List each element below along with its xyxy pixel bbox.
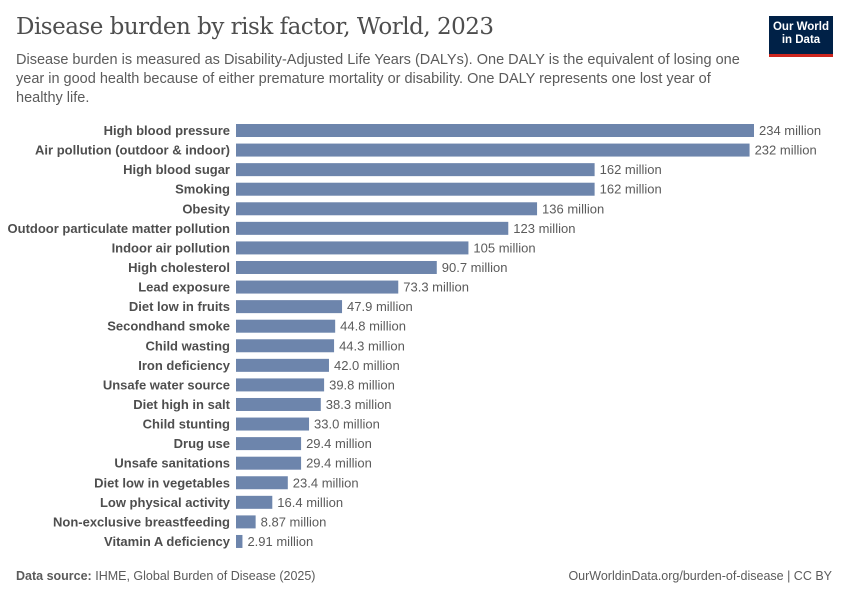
bar-row[interactable]: Unsafe sanitations 29.4 million	[114, 456, 371, 471]
category-label: High blood pressure	[104, 123, 230, 138]
category-label: Obesity	[182, 201, 230, 216]
category-label: Unsafe sanitations	[114, 456, 230, 471]
bar-row[interactable]: Obesity 136 million	[182, 201, 604, 216]
bar-row[interactable]: High cholesterol 90.7 million	[128, 260, 507, 275]
value-label: 8.87 million	[261, 514, 327, 529]
category-label: Air pollution (outdoor & indoor)	[35, 143, 230, 158]
category-label: Iron deficiency	[138, 358, 231, 373]
category-label: Outdoor particulate matter pollution	[8, 221, 231, 236]
value-label: 29.4 million	[306, 436, 372, 451]
bar[interactable]	[236, 339, 335, 353]
bar-row[interactable]: Indoor air pollution 105 million	[112, 240, 536, 255]
bar-row[interactable]: Diet low in vegetables 23.4 million	[94, 475, 358, 490]
bar[interactable]	[236, 143, 750, 157]
bar-row[interactable]: Diet high in salt 38.3 million	[133, 397, 391, 412]
logo-text: Our World in Data	[772, 21, 829, 46]
source-label: Data source:	[16, 569, 92, 583]
category-label: Unsafe water source	[103, 377, 230, 392]
bar-row[interactable]: Diet low in fruits 47.9 million	[129, 299, 413, 314]
bar[interactable]	[236, 378, 325, 392]
bar[interactable]	[236, 437, 302, 451]
bar[interactable]	[236, 417, 310, 431]
category-label: Diet high in salt	[133, 397, 230, 412]
bar[interactable]	[236, 221, 509, 235]
value-label: 47.9 million	[347, 299, 413, 314]
bar-row[interactable]: Smoking 162 million	[175, 182, 662, 197]
bar-row[interactable]: Iron deficiency 42.0 million	[138, 358, 399, 373]
bar-row[interactable]: Air pollution (outdoor & indoor) 232 mill…	[35, 143, 817, 158]
bar[interactable]	[236, 319, 336, 333]
value-label: 16.4 million	[277, 495, 343, 510]
value-label: 232 million	[755, 143, 817, 158]
source-text[interactable]: IHME, Global Burden of Disease (2025)	[95, 569, 316, 583]
value-label: 44.3 million	[339, 338, 405, 353]
bar[interactable]	[236, 515, 256, 529]
value-label: 162 million	[600, 182, 662, 197]
bar[interactable]	[236, 260, 437, 274]
bar-chart: High blood pressure 234 million Air pollut…	[8, 123, 822, 549]
bar-row[interactable]: Secondhand smoke 44.8 million	[107, 319, 406, 334]
bar[interactable]	[236, 476, 288, 490]
bar-row[interactable]: Non-exclusive breastfeeding 8.87 million	[53, 514, 326, 529]
data-source: Data source: IHME, Global Burden of Dise…	[16, 569, 315, 583]
value-label: 44.8 million	[340, 319, 406, 334]
bar[interactable]	[236, 163, 595, 177]
category-label: Indoor air pollution	[112, 240, 230, 255]
category-label: Smoking	[175, 182, 230, 197]
value-label: 73.3 million	[403, 280, 469, 295]
category-label: Non-exclusive breastfeeding	[53, 514, 230, 529]
bar-row[interactable]: Unsafe water source 39.8 million	[103, 377, 395, 392]
category-label: Drug use	[174, 436, 230, 451]
bar[interactable]	[236, 456, 302, 470]
value-label: 234 million	[759, 123, 821, 138]
bar[interactable]	[236, 495, 273, 509]
value-label: 2.91 million	[247, 534, 313, 549]
bar[interactable]	[236, 358, 329, 372]
value-label: 38.3 million	[326, 397, 392, 412]
category-label: Lead exposure	[138, 280, 230, 295]
bar[interactable]	[236, 202, 538, 216]
value-label: 136 million	[542, 201, 604, 216]
category-label: Diet low in vegetables	[94, 475, 230, 490]
bar-row[interactable]: Low physical activity 16.4 million	[100, 495, 343, 510]
bar[interactable]	[236, 124, 754, 137]
category-label: Secondhand smoke	[107, 319, 230, 334]
category-label: Low physical activity	[100, 495, 231, 510]
bar-row[interactable]: High blood pressure 234 million	[104, 123, 822, 138]
bar-row[interactable]: Child stunting 33.0 million	[143, 417, 380, 432]
category-label: Vitamin A deficiency	[104, 534, 231, 549]
category-label: Child stunting	[143, 417, 230, 432]
category-label: High cholesterol	[128, 260, 230, 275]
bar-row[interactable]: Vitamin A deficiency 2.91 million	[104, 534, 313, 549]
bar[interactable]	[236, 534, 243, 548]
bar[interactable]	[236, 241, 469, 255]
value-label: 42.0 million	[334, 358, 400, 373]
bar-row[interactable]: Child wasting 44.3 million	[146, 338, 405, 353]
category-label: High blood sugar	[123, 162, 230, 177]
value-label: 29.4 million	[306, 456, 372, 471]
bar[interactable]	[236, 182, 595, 196]
value-label: 123 million	[513, 221, 575, 236]
bar[interactable]	[236, 397, 321, 411]
bar[interactable]	[236, 300, 343, 314]
value-label: 33.0 million	[314, 417, 380, 432]
category-label: Child wasting	[146, 338, 231, 353]
chart-title: Disease burden by risk factor, World, 20…	[16, 14, 494, 40]
bar-row[interactable]: High blood sugar 162 million	[123, 162, 662, 177]
bar[interactable]	[236, 280, 399, 294]
value-label: 90.7 million	[442, 260, 508, 275]
value-label: 39.8 million	[329, 377, 395, 392]
bar-row[interactable]: Drug use 29.4 million	[174, 436, 372, 451]
value-label: 162 million	[600, 162, 662, 177]
footer-link[interactable]: OurWorldinData.org/burden-of-disease | C…	[568, 569, 832, 583]
chart-subtitle: Disease burden is measured as Disability…	[16, 52, 740, 106]
bar-row[interactable]: Outdoor particulate matter pollution 123 …	[8, 221, 576, 236]
value-label: 105 million	[473, 240, 535, 255]
category-label: Diet low in fruits	[129, 299, 230, 314]
value-label: 23.4 million	[293, 475, 359, 490]
owid-logo[interactable]: Our World in Data	[769, 16, 833, 57]
bar-row[interactable]: Lead exposure 73.3 million	[138, 280, 469, 295]
